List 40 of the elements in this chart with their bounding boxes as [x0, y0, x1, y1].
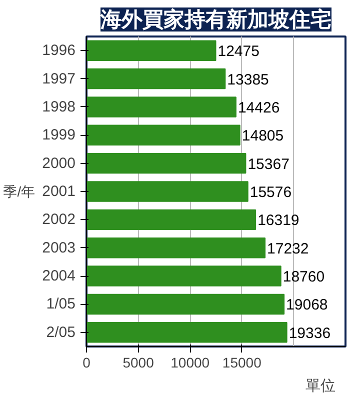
y-tick-label: 1997	[42, 70, 76, 88]
x-tick-label: 15000	[222, 354, 262, 370]
x-tick-label: 0	[82, 354, 91, 370]
bar	[86, 238, 266, 258]
y-tick-label: 2002	[42, 211, 76, 228]
x-axis-title: 單位	[306, 378, 336, 394]
data-label: 12475	[218, 43, 260, 60]
x-tick-label: 5000	[122, 354, 154, 370]
y-tick-label: 1998	[42, 98, 76, 116]
bar	[86, 266, 282, 286]
y-tick-label: 2003	[42, 239, 76, 256]
y-axis-title: 季/年	[3, 184, 36, 200]
bar	[86, 209, 256, 230]
y-tick-label: 2000	[42, 154, 76, 172]
data-label: 15367	[248, 156, 290, 173]
data-label: 15576	[250, 184, 292, 201]
bar	[86, 40, 216, 61]
data-label: 17232	[267, 240, 309, 258]
data-label: 13385	[227, 71, 269, 88]
bar	[86, 294, 285, 315]
bar	[86, 322, 288, 343]
y-tick-label: 1996	[42, 42, 76, 60]
bar	[86, 96, 236, 118]
data-label: 14426	[238, 99, 280, 116]
chart-title: 海外買家持有新加坡住宅	[100, 8, 332, 32]
y-tick-label: 1999	[42, 126, 76, 144]
y-tick-label: 2004	[42, 268, 76, 285]
data-label: 19336	[288, 324, 331, 342]
bar	[86, 68, 226, 90]
y-tick-label: 2001	[42, 183, 76, 200]
bar	[86, 152, 246, 174]
data-label: 16319	[258, 212, 300, 230]
data-label: 14805	[242, 128, 284, 145]
x-tick-label: 10000	[170, 354, 210, 370]
y-tick-label: 2/05	[46, 324, 76, 341]
bar	[86, 181, 248, 202]
bar	[86, 124, 240, 146]
data-label: 18760	[282, 268, 325, 286]
y-tick-label: 1/05	[46, 296, 76, 313]
data-label: 19068	[286, 296, 328, 314]
